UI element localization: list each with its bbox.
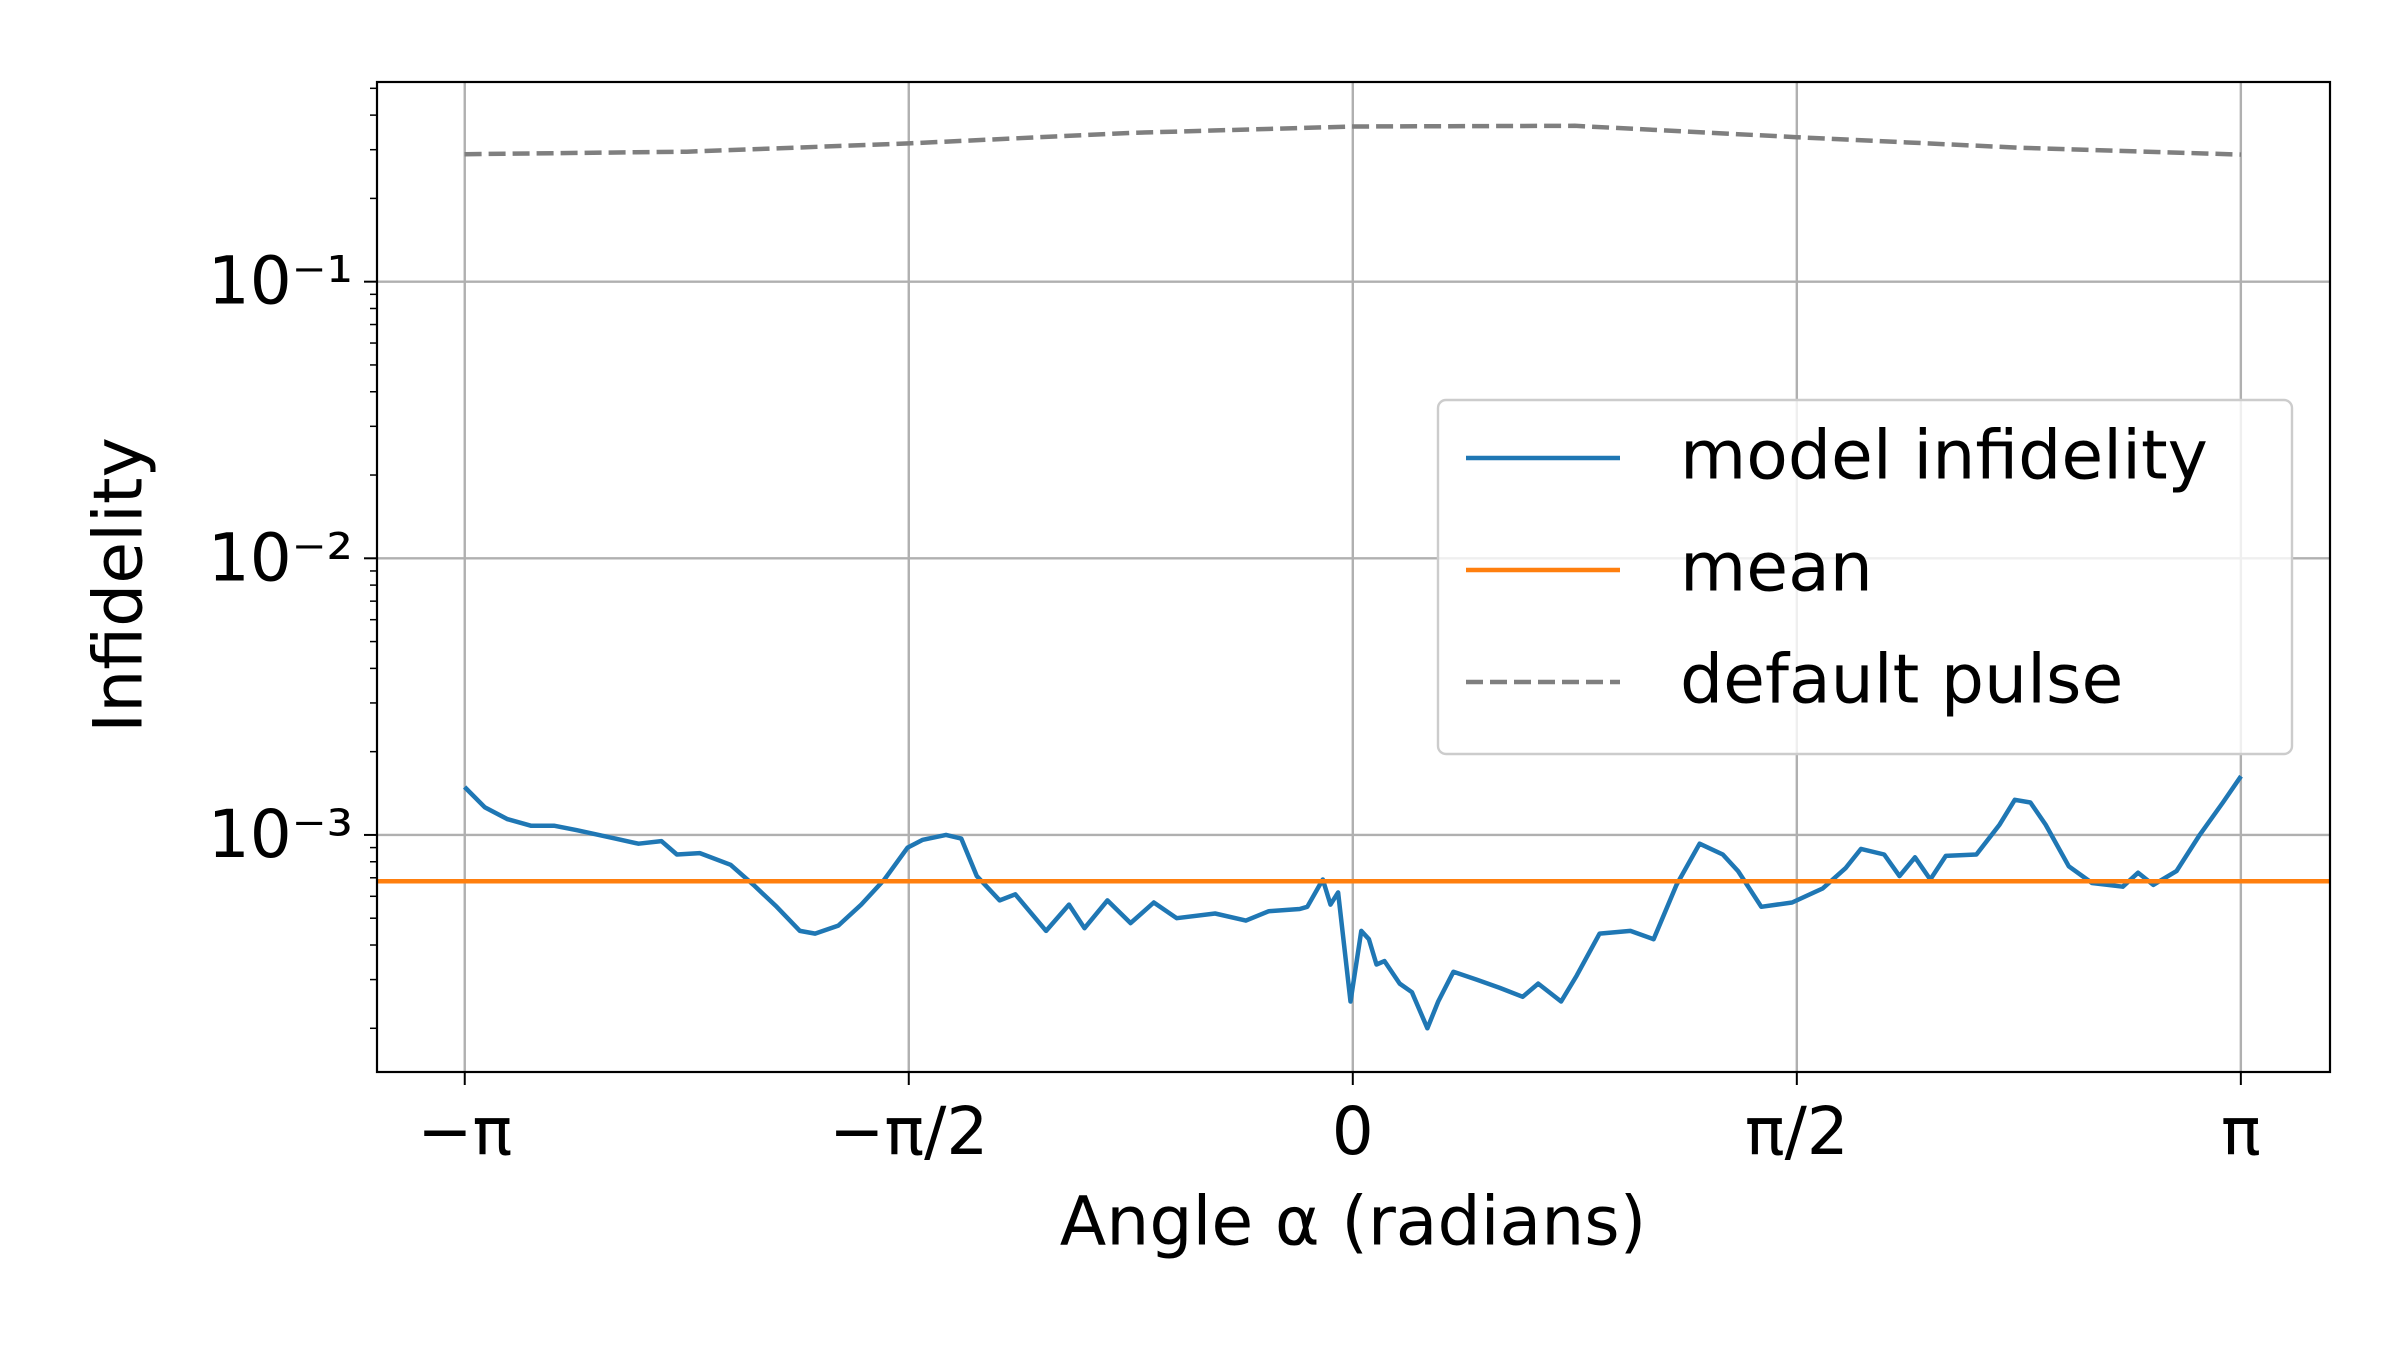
plot-area: [377, 123, 2330, 1031]
y-tick-label: 10⁻¹: [208, 243, 353, 320]
x-tick-label: −π/2: [829, 1093, 988, 1170]
x-tick-label: π: [2221, 1093, 2261, 1170]
legend-label: model infidelity: [1680, 417, 2208, 496]
x-axis-label: Angle α (radians): [1060, 1183, 1647, 1262]
legend-box: [1436, 398, 2294, 756]
y-tick-label: 10⁻²: [208, 519, 353, 596]
x-tick-label: 0: [1332, 1093, 1374, 1170]
plot-frame: [375, 80, 2332, 1074]
y-tick-label: 10⁻³: [208, 796, 353, 873]
series-line: [464, 123, 2242, 157]
series-line: [463, 774, 2243, 1031]
legend-label: default pulse: [1680, 641, 2123, 720]
legend-label: mean: [1680, 529, 1873, 608]
y-axis-label: Infidelity: [80, 437, 159, 733]
x-tick-label: −π: [417, 1093, 512, 1170]
x-tick-label: π/2: [1745, 1093, 1849, 1170]
